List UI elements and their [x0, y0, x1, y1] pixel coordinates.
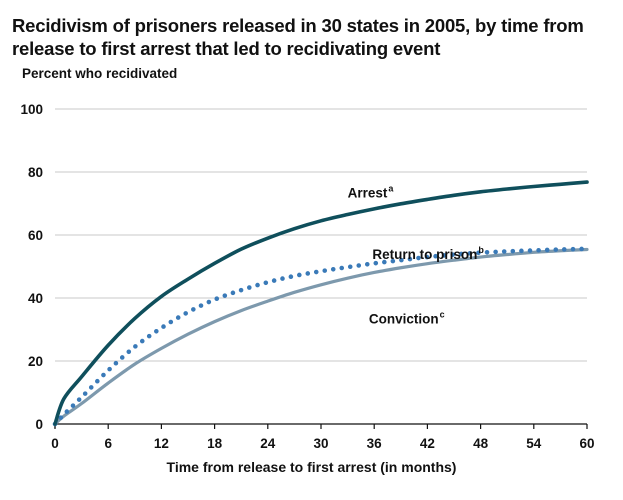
chart-title: Recidivism of prisoners released in 30 s… — [12, 14, 612, 60]
x-tick-label: 24 — [260, 436, 276, 451]
x-axis-ticks: 0 6 12 18 24 30 36 42 48 54 60 — [51, 424, 595, 451]
y-axis-label: Percent who recidivated — [22, 66, 178, 81]
series-labels: Arresta Return to prisonb Convictionc — [348, 183, 485, 326]
y-tick-label: 60 — [28, 228, 43, 243]
series-label-return-to-prison: Return to prisonb — [372, 245, 484, 262]
y-tick-label: 80 — [28, 165, 43, 180]
y-axis-ticks: 0 20 40 60 80 100 — [20, 102, 43, 432]
series-label-superscript: a — [388, 183, 394, 193]
chart-title-line-1: Recidivism of prisoners released in 30 s… — [12, 15, 584, 36]
series-line-return-to-prison — [52, 246, 590, 427]
x-tick-label: 0 — [51, 436, 59, 451]
y-tick-label: 20 — [28, 354, 43, 369]
series-lines — [52, 180, 590, 427]
series-line-conviction — [53, 247, 589, 426]
x-tick-label: 18 — [207, 436, 223, 451]
series-label-arrest: Arresta — [348, 183, 395, 200]
series-label-conviction: Convictionc — [369, 309, 445, 326]
x-axis-label: Time from release to first arrest (in mo… — [166, 459, 457, 475]
x-tick-label: 12 — [154, 436, 169, 451]
x-tick-label: 36 — [367, 436, 383, 451]
series-line-arrest — [53, 180, 589, 426]
gridlines — [54, 108, 587, 428]
x-tick-label: 54 — [526, 436, 542, 451]
x-tick-label: 30 — [313, 436, 328, 451]
y-tick-label: 0 — [35, 417, 43, 432]
chart-title-line-2: release to first arrest that led to reci… — [12, 38, 441, 59]
x-tick-label: 6 — [104, 436, 112, 451]
x-tick-label: 48 — [473, 436, 489, 451]
x-tick-label: 60 — [579, 436, 594, 451]
y-tick-label: 100 — [20, 102, 43, 117]
x-tick-label: 42 — [420, 436, 435, 451]
series-label-superscript: b — [478, 245, 484, 255]
y-tick-label: 40 — [28, 291, 43, 306]
series-label-superscript: c — [440, 309, 445, 319]
